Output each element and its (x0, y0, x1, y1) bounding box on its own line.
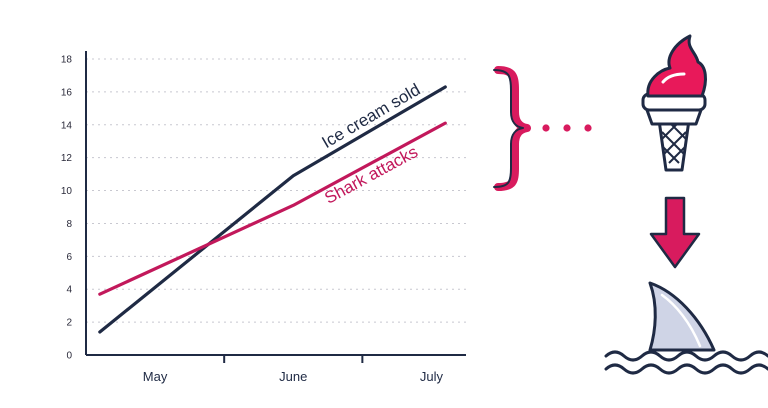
series-lines (98, 85, 447, 334)
ice-cream-icon (641, 34, 707, 172)
x-tick-label: June (279, 369, 307, 384)
y-tick-label: 4 (66, 285, 72, 296)
shark-fin-icon (648, 281, 716, 352)
series-line-ice-cream (98, 85, 447, 334)
y-tick-label: 10 (61, 186, 73, 197)
ellipsis-dots (542, 124, 592, 132)
x-tick-label: July (420, 369, 444, 384)
series-label: Ice cream sold (319, 80, 424, 152)
y-tick-label: 16 (61, 87, 73, 98)
y-tick-label: 6 (66, 252, 72, 263)
curly-brace-outline (493, 69, 524, 188)
y-tick-label: 2 (66, 318, 72, 329)
x-tick-label: May (143, 369, 168, 384)
series-line-shark-attacks (98, 121, 447, 296)
y-tick-label: 8 (66, 219, 72, 230)
y-tick-label: 14 (61, 120, 73, 131)
waves-icon (604, 350, 768, 375)
y-tick-label: 18 (61, 55, 73, 66)
curly-brace-icon (494, 66, 531, 191)
y-tick-label: 12 (61, 153, 73, 164)
axes: 0 2 4 6 8 10 12 14 16 18 May June July (61, 51, 466, 384)
down-arrow-icon (649, 196, 701, 269)
y-tick-label: 0 (66, 351, 72, 362)
